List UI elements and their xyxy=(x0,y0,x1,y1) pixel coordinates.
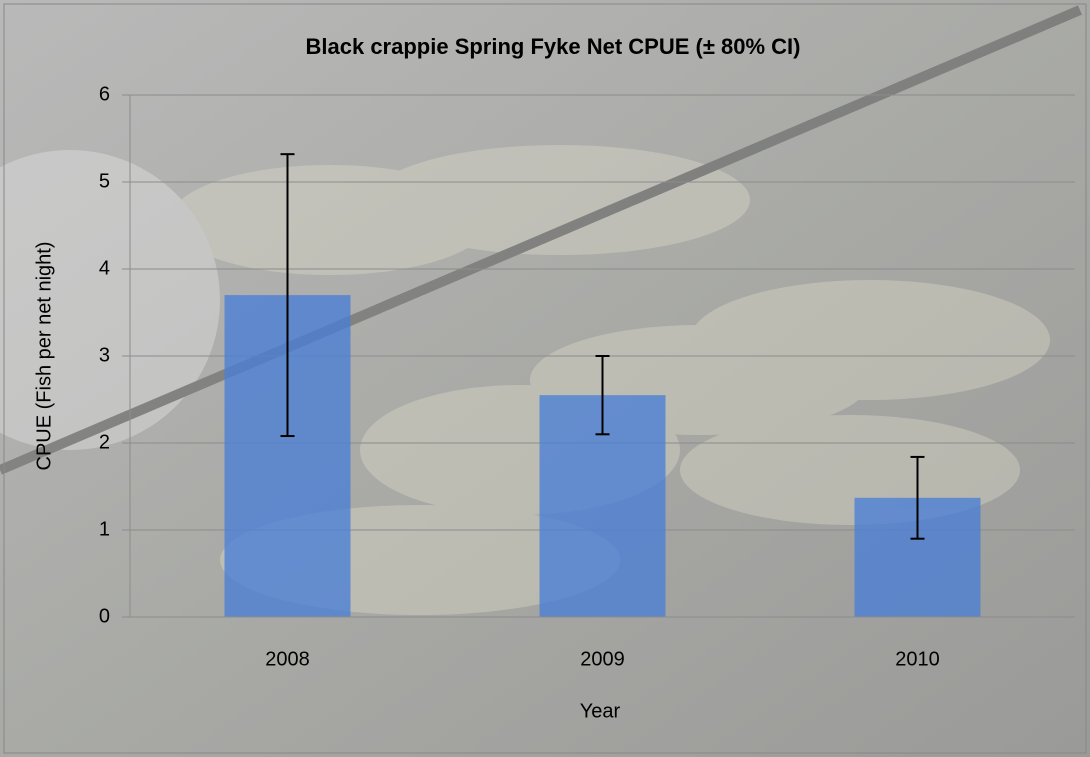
y-tick-label: 2 xyxy=(99,431,110,453)
x-axis-label: Year xyxy=(580,700,621,722)
y-tick-label: 0 xyxy=(99,605,110,627)
chart-border xyxy=(3,3,1087,754)
y-tick-label: 1 xyxy=(99,518,110,540)
y-tick-label: 3 xyxy=(99,344,110,366)
error-bar xyxy=(910,455,925,540)
y-axis-label: CPUE (Fish per net night) xyxy=(33,242,55,471)
x-tick-label: 2009 xyxy=(580,648,625,670)
y-tick-label: 4 xyxy=(99,257,110,279)
y-tick-label: 5 xyxy=(99,170,110,192)
chart-title: Black crappie Spring Fyke Net CPUE (± 80… xyxy=(306,34,801,59)
error-bar xyxy=(595,355,610,436)
x-tick-label: 2010 xyxy=(895,648,940,670)
x-tick-label: 2008 xyxy=(265,648,310,670)
y-tick-label: 6 xyxy=(99,83,110,105)
error-bar xyxy=(280,153,295,438)
